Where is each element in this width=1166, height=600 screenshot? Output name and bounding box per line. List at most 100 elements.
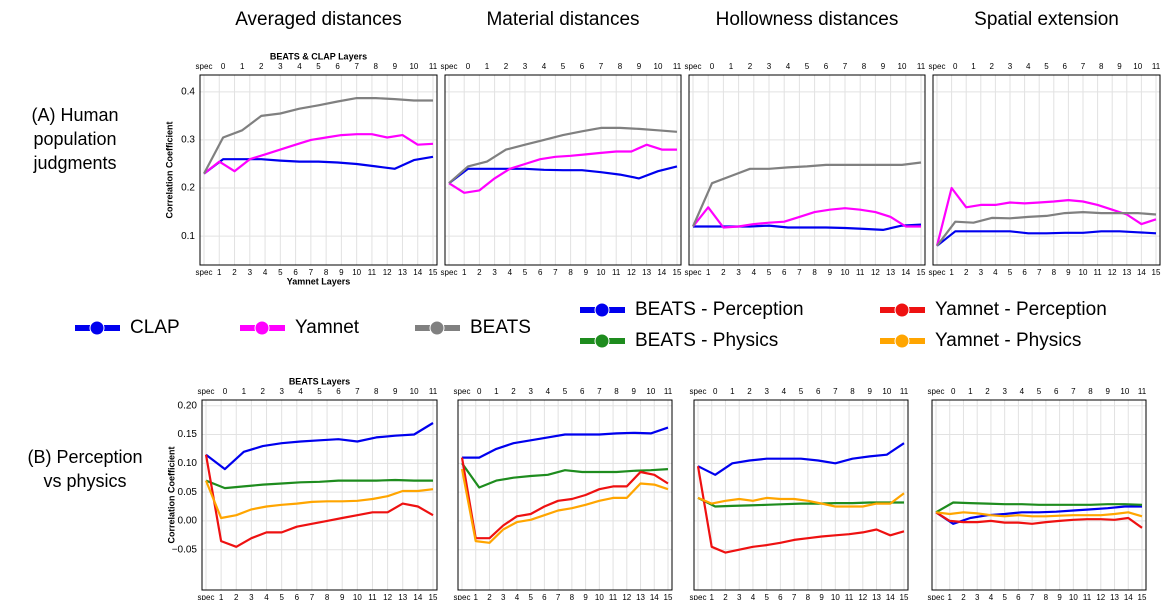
x-tick-label: 1 [219,593,224,600]
x-tick-label: 9 [828,268,833,277]
x-tick-label: 14 [886,593,895,600]
x2-tick-label: 11 [1138,387,1147,396]
series-line [460,457,669,540]
x-tick-label: 12 [1096,593,1105,600]
legend-marker [594,333,610,349]
column-title: Hollowness distances [716,9,899,30]
series-line [205,422,434,471]
plot-frame [688,74,926,266]
x2-tick-label: 11 [673,62,682,71]
x-tick-label: 7 [797,268,802,277]
x-tick-label: 14 [901,268,910,277]
x2-tick-label: 10 [409,62,418,71]
y-tick-label: 0.4 [181,86,195,97]
x2-tick-label: 1 [485,62,490,71]
x-tick-label: 5 [278,268,283,277]
x-tick-label: 5 [764,593,769,600]
x-tick-label: 12 [858,593,867,600]
x-tick-label: 9 [339,268,344,277]
x2-tick-label: 8 [618,62,623,71]
x-tick-label: 2 [964,268,969,277]
x-tick-label: spec [198,593,215,600]
series-line [461,462,669,489]
x-tick-label: 7 [310,593,315,600]
x2-tick-label: 1 [730,387,735,396]
x-tick-label: 10 [1079,268,1088,277]
x2-tick-label: spec [928,387,945,396]
x-tick-label: 13 [872,593,881,600]
legend-marker [89,320,105,336]
x2-tick-label: 3 [764,387,769,396]
x2-tick-label: 4 [546,387,551,396]
x-tick-label: 1 [462,268,467,277]
x-tick-label: 6 [542,593,547,600]
x-tick-label: 2 [234,593,239,600]
x-tick-label: 3 [249,593,254,600]
row-label: population [33,129,116,149]
x2-tick-label: 7 [355,387,360,396]
x-tick-label: spec [928,593,945,600]
x-tick-label: 1 [710,593,715,600]
x-tick-label: 7 [553,268,558,277]
legend-label: Yamnet - Physics [935,330,1081,351]
x2-tick-label: 9 [393,62,398,71]
x2-tick-label: 9 [637,62,642,71]
plot-frame [693,399,909,591]
series-line [936,211,1157,247]
column-title: Spatial extension [974,9,1119,30]
y-tick-label: 0.05 [178,487,198,498]
x-tick-label: 3 [492,268,497,277]
x-tick-label: 12 [627,268,636,277]
x-tick-label: 5 [1002,593,1007,600]
series-line [936,230,1157,247]
x-tick-label: 13 [636,593,645,600]
x-tick-label: 11 [609,593,618,600]
legend-label: CLAP [130,317,180,338]
x2-tick-label: 5 [1037,387,1042,396]
x2-tick-label: 8 [850,387,855,396]
series-line [696,466,905,554]
x-tick-label: 13 [1110,593,1119,600]
x-tick-label: spec [441,268,458,277]
x-tick-label: 3 [501,593,506,600]
x2-tick-label: 4 [298,387,303,396]
legend-label: Yamnet [295,317,360,338]
x-tick-label: 10 [1069,593,1078,600]
y-tick-label: 0.2 [181,183,195,194]
x-tick-label: 5 [767,268,772,277]
y-tick-label: 0.10 [178,458,198,469]
x-tick-label: 7 [309,268,314,277]
x-tick-label: spec [454,593,471,600]
x-tick-label: 5 [1008,268,1013,277]
x-tick-label: 6 [538,268,543,277]
x2-tick-label: 10 [654,62,663,71]
x2-tick-label: spec [196,62,213,71]
x-tick-label: 2 [961,593,966,600]
x-tick-label: 8 [812,268,817,277]
x2-tick-label: 1 [968,387,973,396]
x2-tick-label: 11 [429,62,438,71]
x2-tick-label: 6 [1054,387,1059,396]
x-tick-label: 11 [1093,268,1102,277]
x-tick-label: 4 [515,593,520,600]
x-tick-label: spec [685,268,702,277]
plot-frame [931,399,1147,591]
series-line [448,126,678,185]
x-tick-label: 6 [778,593,783,600]
series-line [460,468,669,544]
x-tick-label: 6 [295,593,300,600]
series-line [935,511,1143,518]
x-tick-label: 2 [721,268,726,277]
series-line [935,505,1142,525]
x-tick-label: 4 [752,268,757,277]
x-tick-label: 10 [595,593,604,600]
x2-tick-label: 8 [374,387,379,396]
legend-label: BEATS [470,317,531,338]
x2-tick-label: 4 [786,62,791,71]
x2-tick-label: 3 [279,387,284,396]
x-tick-label: 4 [264,593,269,600]
x-axis-label: Yamnet Layers [287,276,351,286]
x2-tick-label: 1 [729,62,734,71]
x2-tick-label: 7 [843,62,848,71]
x2-tick-label: 0 [710,62,715,71]
